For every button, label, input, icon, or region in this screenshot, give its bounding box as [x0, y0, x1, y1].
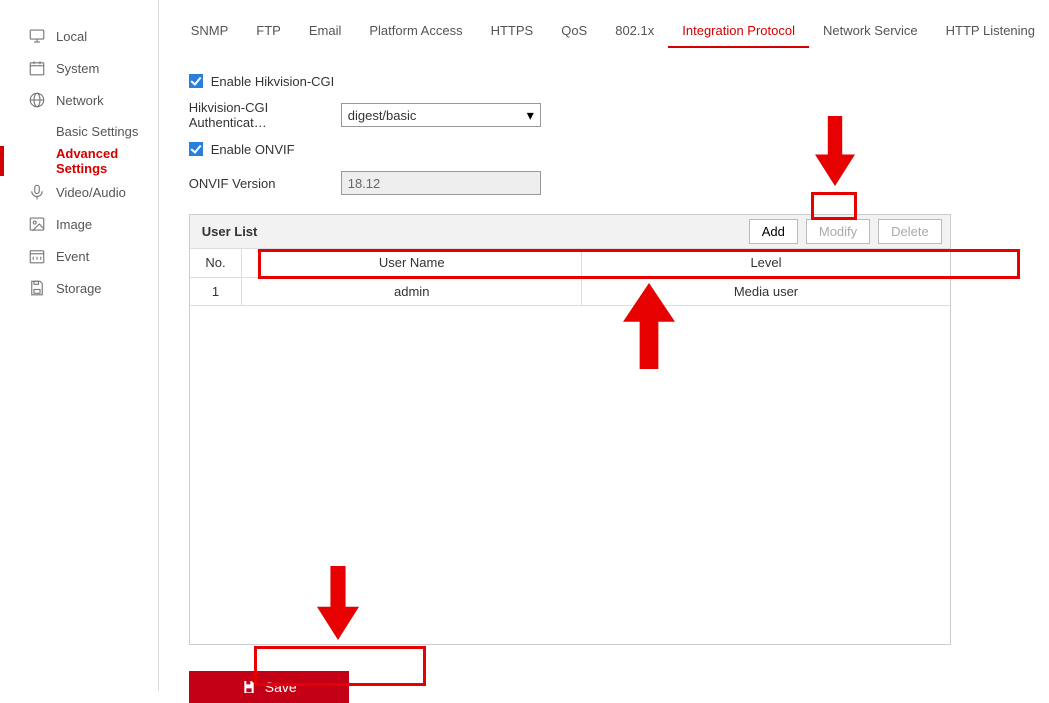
col-username: User Name — [242, 249, 582, 277]
add-button[interactable]: Add — [749, 219, 798, 244]
nav-label: System — [56, 61, 99, 76]
chevron-down-icon: ▾ — [527, 107, 534, 124]
cell-username: admin — [242, 277, 582, 305]
modify-button[interactable]: Modify — [806, 219, 870, 244]
nav-advanced-settings[interactable]: Advanced Settings — [0, 146, 158, 176]
tab-qos[interactable]: QoS — [547, 23, 601, 48]
user-list-table: No. User Name Level 1 admin Media user — [190, 249, 950, 306]
save-label: Save — [265, 679, 297, 695]
auth-value: digest/basic — [348, 108, 417, 123]
save-button[interactable]: Save — [189, 671, 349, 703]
main: SNMP FTP Email Platform Access HTTPS QoS… — [159, 0, 1049, 691]
tab-8021x[interactable]: 802.1x — [601, 23, 668, 48]
nav-storage[interactable]: Storage — [0, 272, 158, 304]
tabs: SNMP FTP Email Platform Access HTTPS QoS… — [159, 0, 1049, 48]
nav-sub-label: Basic Settings — [56, 124, 138, 139]
nav-label: Image — [56, 217, 92, 232]
enable-onvif-label: Enable ONVIF — [211, 142, 295, 157]
calendar-icon — [28, 59, 46, 77]
tab-snmp[interactable]: SNMP — [177, 23, 243, 48]
onvif-version-value: 18.12 — [341, 171, 541, 195]
tab-platform-access[interactable]: Platform Access — [355, 23, 476, 48]
enable-cgi-checkbox[interactable] — [189, 74, 203, 88]
tab-https[interactable]: HTTPS — [477, 23, 548, 48]
nav-local[interactable]: Local — [0, 20, 158, 52]
user-list-title: User List — [202, 224, 258, 239]
monitor-icon — [28, 27, 46, 45]
onvif-version-label: ONVIF Version — [189, 176, 341, 191]
auth-select[interactable]: digest/basic ▾ — [341, 103, 541, 127]
sidebar: Local System Network Basic Settings Adva… — [0, 0, 159, 691]
nav-event[interactable]: Event — [0, 240, 158, 272]
nav-basic-settings[interactable]: Basic Settings — [0, 116, 158, 146]
nav-label: Local — [56, 29, 87, 44]
tab-email[interactable]: Email — [295, 23, 356, 48]
nav-system[interactable]: System — [0, 52, 158, 84]
col-level: Level — [582, 249, 950, 277]
user-list-panel: User List Add Modify Delete No. User Nam… — [189, 214, 951, 645]
delete-button[interactable]: Delete — [878, 219, 942, 244]
image-icon — [28, 215, 46, 233]
content: Enable Hikvision-CGI Hikvision-CGI Authe… — [159, 48, 1049, 703]
nav-sub-label: Advanced Settings — [56, 146, 158, 176]
col-no: No. — [190, 249, 242, 277]
save-icon — [241, 679, 257, 695]
tab-network-service[interactable]: Network Service — [809, 23, 932, 48]
cell-no: 1 — [190, 277, 242, 305]
nav-label: Event — [56, 249, 89, 264]
tab-http-listening[interactable]: HTTP Listening — [932, 23, 1049, 48]
table-row[interactable]: 1 admin Media user — [190, 277, 950, 305]
nav-image[interactable]: Image — [0, 208, 158, 240]
nav-label: Video/Audio — [56, 185, 126, 200]
enable-cgi-label: Enable Hikvision-CGI — [211, 74, 335, 89]
nav-network[interactable]: Network — [0, 84, 158, 116]
tab-ftp[interactable]: FTP — [242, 23, 295, 48]
storage-icon — [28, 279, 46, 297]
cell-level: Media user — [582, 277, 950, 305]
nav-label: Storage — [56, 281, 102, 296]
nav-label: Network — [56, 93, 104, 108]
tab-integration-protocol[interactable]: Integration Protocol — [668, 23, 809, 48]
enable-onvif-checkbox[interactable] — [189, 142, 203, 156]
nav-video-audio[interactable]: Video/Audio — [0, 176, 158, 208]
event-icon — [28, 247, 46, 265]
user-list-empty-area — [190, 306, 950, 644]
globe-icon — [28, 91, 46, 109]
mic-icon — [28, 183, 46, 201]
auth-label: Hikvision-CGI Authenticat… — [189, 100, 341, 130]
